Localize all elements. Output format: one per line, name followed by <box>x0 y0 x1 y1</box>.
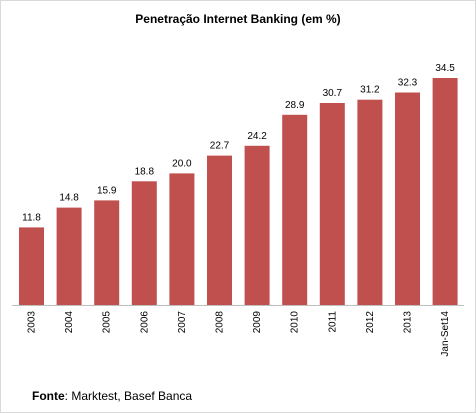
x-tick-label-2005: 2005 <box>102 311 113 334</box>
data-label-2013: 32.3 <box>398 78 418 89</box>
bar-2010 <box>282 114 308 305</box>
bar-2012 <box>357 99 383 305</box>
x-tick-label-2009: 2009 <box>252 311 263 334</box>
x-tick-label-2004: 2004 <box>64 311 75 334</box>
data-label-Jan-Set14: 34.5 <box>435 63 455 74</box>
data-label-2005: 15.9 <box>97 185 117 196</box>
bar-2007 <box>169 173 195 305</box>
bar-2009 <box>244 145 270 305</box>
x-tick-label-2003: 2003 <box>27 311 38 334</box>
bar-2013 <box>395 92 420 305</box>
chart-title: Penetração Internet Banking (em %) <box>135 12 341 26</box>
x-tick-label-2010: 2010 <box>290 311 301 334</box>
x-tick-label-2006: 2006 <box>139 311 150 334</box>
x-tick-label-2013: 2013 <box>403 311 414 334</box>
data-label-2011: 30.7 <box>323 88 343 99</box>
data-label-2003: 11.8 <box>22 212 41 223</box>
data-label-2007: 20.0 <box>172 158 192 169</box>
bar-2006 <box>131 181 157 305</box>
data-label-2004: 14.8 <box>59 193 79 204</box>
x-tick-label-2007: 2007 <box>177 311 188 334</box>
data-label-2010: 28.9 <box>285 100 305 111</box>
source-label: Fonte <box>32 389 65 403</box>
data-label-2009: 24.2 <box>247 131 267 142</box>
bar-2003 <box>19 227 44 305</box>
data-label-2008: 22.7 <box>210 141 230 152</box>
source-note: Fonte: Marktest, Basef Banca <box>32 389 192 403</box>
x-tick-label-2012: 2012 <box>365 311 376 334</box>
data-label-2006: 18.8 <box>135 166 155 177</box>
bar-Jan-Set14 <box>432 78 458 305</box>
bar-2004 <box>56 207 82 305</box>
bar-2011 <box>319 103 345 305</box>
bar-2008 <box>207 155 232 305</box>
source-text: : Marktest, Basef Banca <box>64 389 193 403</box>
x-tick-label-2008: 2008 <box>215 311 226 334</box>
bar-2005 <box>94 200 120 305</box>
x-tick-label-2011: 2011 <box>327 311 338 333</box>
data-label-2012: 31.2 <box>360 85 380 96</box>
x-tick-label-Jan-Set14: Jan-Set14 <box>440 311 451 357</box>
